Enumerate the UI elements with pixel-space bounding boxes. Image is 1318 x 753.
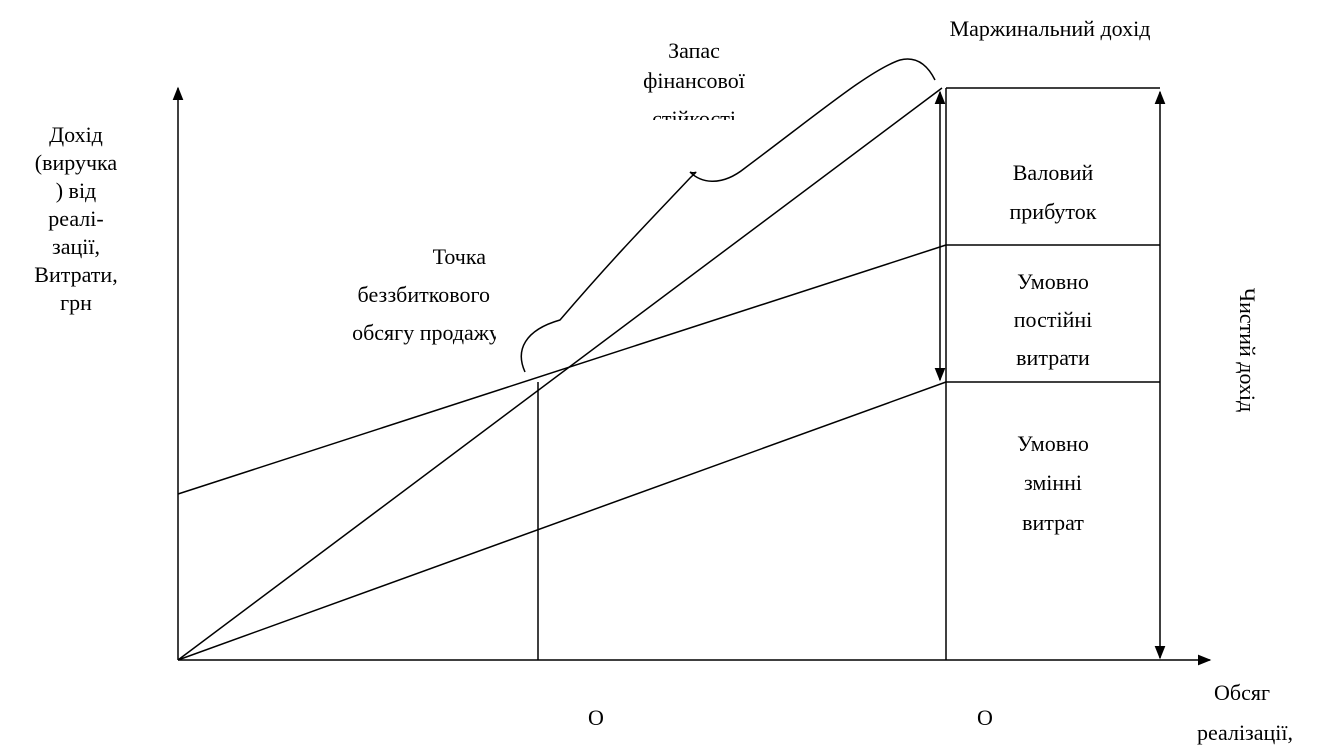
label: Умовно: [1017, 269, 1089, 294]
label: О: [977, 705, 993, 730]
label: Чистий дохід: [1235, 288, 1260, 412]
label: Обсяг: [1214, 680, 1270, 705]
label: Умовно: [1017, 431, 1089, 456]
clip: (виручка) від: [1281, 289, 1306, 412]
label: ) від: [56, 178, 97, 203]
label: стійкості: [652, 106, 736, 131]
label: витрат: [1022, 510, 1084, 535]
shapes: [172, 58, 1212, 666]
total-cost-line: [177, 244, 947, 495]
label: (виручка) від: [1281, 289, 1306, 412]
variable-cost-line: [177, 381, 947, 661]
label: реалі-: [48, 206, 103, 231]
label: фінансової: [643, 68, 746, 93]
label: Валовий: [1013, 160, 1094, 185]
label: обсягу продажу: [352, 320, 500, 345]
clip: обсягу продажу: [352, 320, 500, 345]
label: витрати: [1016, 345, 1090, 370]
brace: [520, 58, 936, 373]
label: Запас: [668, 38, 720, 63]
labels: Маржинальний дохід Запас фінансової стій…: [34, 16, 1306, 745]
label: Точка: [433, 244, 487, 269]
label: Дохід: [49, 122, 103, 147]
label: О: [588, 705, 604, 730]
label: Витрати,: [34, 262, 117, 287]
clip: стійкості: [652, 106, 736, 131]
label: зації,: [52, 234, 100, 259]
revenue-line: [177, 87, 943, 661]
label: грн: [60, 290, 92, 315]
label: реалізації,: [1197, 720, 1293, 745]
label: Маржинальний дохід: [950, 16, 1151, 41]
label: змінні: [1024, 470, 1082, 495]
label: (виручка: [35, 150, 118, 175]
label: прибуток: [1010, 199, 1097, 224]
label: постійні: [1014, 307, 1092, 332]
label: беззбиткового: [358, 282, 490, 307]
